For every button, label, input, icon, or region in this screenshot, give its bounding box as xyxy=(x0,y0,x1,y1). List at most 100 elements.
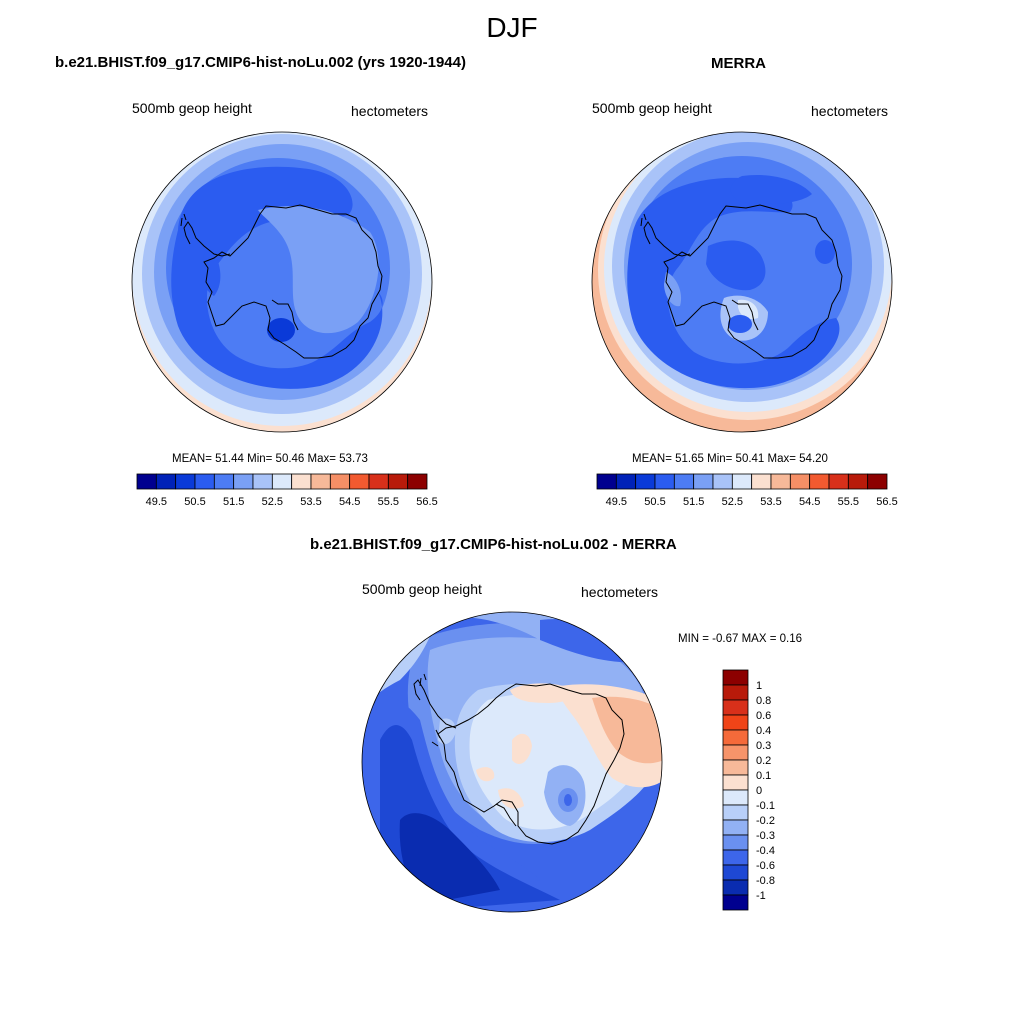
panel3-colorbar-tick-label: -0.1 xyxy=(756,800,775,812)
panel1-title: b.e21.BHIST.f09_g17.CMIP6-hist-noLu.002 … xyxy=(55,54,466,71)
panel1-colorbar-tick-label: 56.5 xyxy=(416,496,437,508)
panel3-colorbar-swatch xyxy=(722,879,749,896)
panel1-colorbar-swatch xyxy=(175,473,196,490)
panel2-colorbar-tick-label: 55.5 xyxy=(838,496,859,508)
panel2-units-label: hectometers xyxy=(811,103,889,119)
panel2-variable-label: 500mb geop height xyxy=(592,100,712,116)
panel3-colorbar-swatch xyxy=(722,804,749,821)
panel1-variable-label: 500mb geop height xyxy=(132,100,252,116)
panel1-stats: MEAN= 51.44 Min= 50.46 Max= 53.73 xyxy=(172,453,368,465)
panel2-colorbar-tick-label: 53.5 xyxy=(760,496,781,508)
panel3-colorbar-tick-label: 0.3 xyxy=(756,740,771,752)
panel3-units-label: hectometers xyxy=(581,584,659,600)
panel2-colorbar-swatch xyxy=(809,473,830,490)
panel3-colorbar-swatch xyxy=(722,684,749,701)
panel3-colorbar-swatch xyxy=(722,759,749,776)
panel2-colorbar-swatch xyxy=(789,473,811,490)
panel2-stats: MEAN= 51.65 Min= 50.41 Max= 54.20 xyxy=(632,453,828,465)
panel2-colorbar-swatch xyxy=(615,473,637,490)
panel1-colorbar-swatch xyxy=(213,473,235,490)
panel2-colorbar-tick-label: 56.5 xyxy=(876,496,897,508)
panel2-title: MERRA xyxy=(711,55,766,72)
panel3-colorbar-swatch xyxy=(722,834,749,851)
panel2-colorbar-tick-label: 49.5 xyxy=(606,496,627,508)
panel2-colorbar-swatch xyxy=(731,473,753,490)
panel1-colorbar-tick-label: 55.5 xyxy=(378,496,399,508)
panel1-colorbar-swatch xyxy=(252,473,273,490)
panel1-colorbar-swatch xyxy=(155,473,177,490)
panel1-colorbar-tick-label: 53.5 xyxy=(300,496,321,508)
panel1-colorbar: 49.5 50.5 51.5 52.5 53.5 54.5 55.5 56.5 xyxy=(136,473,438,508)
panel2-colorbar-tick-label: 51.5 xyxy=(683,496,704,508)
panel1-colorbar-tick-label: 49.5 xyxy=(146,496,167,508)
panel3-colorbar-tick-label: -0.6 xyxy=(756,860,775,872)
panel3-stats: MIN = -0.67 MAX = 0.16 xyxy=(678,633,803,645)
panel2-colorbar-swatch xyxy=(654,473,675,490)
panel3-colorbar-tick-label: 0.4 xyxy=(756,725,771,737)
panel3-colorbar-swatch xyxy=(722,729,749,746)
panel2-colorbar-swatch xyxy=(751,473,772,490)
panel3-colorbar-swatch xyxy=(722,819,749,836)
panel2-colorbar-swatch xyxy=(847,473,869,490)
panel3-colorbar-swatch xyxy=(722,669,749,686)
panel3-colorbar-swatch xyxy=(722,894,749,911)
panel2-colorbar-swatch xyxy=(828,473,849,490)
panel1-colorbar-swatch xyxy=(136,473,157,490)
panel3-coastline xyxy=(413,673,625,845)
panel2-colorbar-tick-label: 54.5 xyxy=(799,496,820,508)
panel1-colorbar-swatch xyxy=(194,473,215,490)
panel1-colorbar-swatch xyxy=(368,473,389,490)
panel3-colorbar-swatch xyxy=(722,714,749,731)
panel1-colorbar-tick-label: 54.5 xyxy=(339,496,360,508)
panel3-colorbar-swatch xyxy=(722,789,749,806)
panel2-colorbar: 49.5 50.5 51.5 52.5 53.5 54.5 55.5 56.5 xyxy=(596,473,898,508)
panel2-colorbar-swatch xyxy=(673,473,695,490)
figure-title: DJF xyxy=(486,12,538,43)
panel2-colorbar-swatch xyxy=(596,473,617,490)
panel1-colorbar-swatch xyxy=(310,473,331,490)
panel3-colorbar-tick-label: 1 xyxy=(756,680,762,692)
panel3-colorbar-tick-label: 0.1 xyxy=(756,770,771,782)
panel1-colorbar-swatch xyxy=(233,473,254,490)
panel3-colorbar-tick-label: -1 xyxy=(756,890,766,902)
panel2-colorbar-tick-label: 52.5 xyxy=(722,496,743,508)
panel1-units-label: hectometers xyxy=(351,103,429,119)
panel1-colorbar-tick-label: 52.5 xyxy=(262,496,283,508)
panel1-colorbar-swatch xyxy=(407,473,428,490)
panel1-map xyxy=(131,131,433,433)
panel2-coastline xyxy=(640,204,843,359)
panel2-colorbar-swatch xyxy=(770,473,791,490)
panel3-colorbar-swatch xyxy=(722,864,749,881)
panel3-colorbar-tick-label: -0.4 xyxy=(756,845,775,857)
panel3-colorbar-swatch xyxy=(722,849,749,866)
panel1-colorbar-swatch xyxy=(329,473,351,490)
panel3-colorbar-tick-label: -0.3 xyxy=(756,830,775,842)
panel2-colorbar-tick-label: 50.5 xyxy=(644,496,665,508)
panel1-colorbar-tick-label: 51.5 xyxy=(223,496,244,508)
panel2-colorbar-swatch xyxy=(712,473,733,490)
panel1-colorbar-swatch xyxy=(291,473,312,490)
panel2-colorbar-swatch xyxy=(693,473,714,490)
panel3-colorbar-swatch xyxy=(722,744,749,761)
panel3-colorbar-tick-label: 0.6 xyxy=(756,710,771,722)
panel3-colorbar-tick-label: 0.2 xyxy=(756,755,771,767)
panel3-title: b.e21.BHIST.f09_g17.CMIP6-hist-noLu.002 … xyxy=(310,536,677,553)
panel1-colorbar-swatch xyxy=(271,473,293,490)
panel2-map xyxy=(591,131,893,433)
panel2-colorbar-swatch xyxy=(867,473,888,490)
panel3-colorbar-swatch xyxy=(722,774,749,791)
panel3-colorbar-tick-label: 0 xyxy=(756,785,762,797)
panel3-colorbar-tick-label: 0.8 xyxy=(756,695,771,707)
panel3-colorbar-swatch xyxy=(722,699,749,716)
panel3-colorbar: 1 0.8 0.6 0.4 0.3 0.2 0.1 0 -0.1 -0.2 -0.3 -0.4 -0.6… xyxy=(722,669,775,911)
panel1-colorbar-swatch xyxy=(387,473,409,490)
panel3-variable-label: 500mb geop height xyxy=(362,581,482,597)
panel1-colorbar-swatch xyxy=(349,473,370,490)
panel1-coastline xyxy=(180,204,383,359)
panel1-colorbar-tick-label: 50.5 xyxy=(184,496,205,508)
panel3-map xyxy=(361,611,663,913)
panel2-colorbar-swatch xyxy=(635,473,656,490)
panel3-colorbar-tick-label: -0.2 xyxy=(756,815,775,827)
panel3-colorbar-tick-label: -0.8 xyxy=(756,875,775,887)
